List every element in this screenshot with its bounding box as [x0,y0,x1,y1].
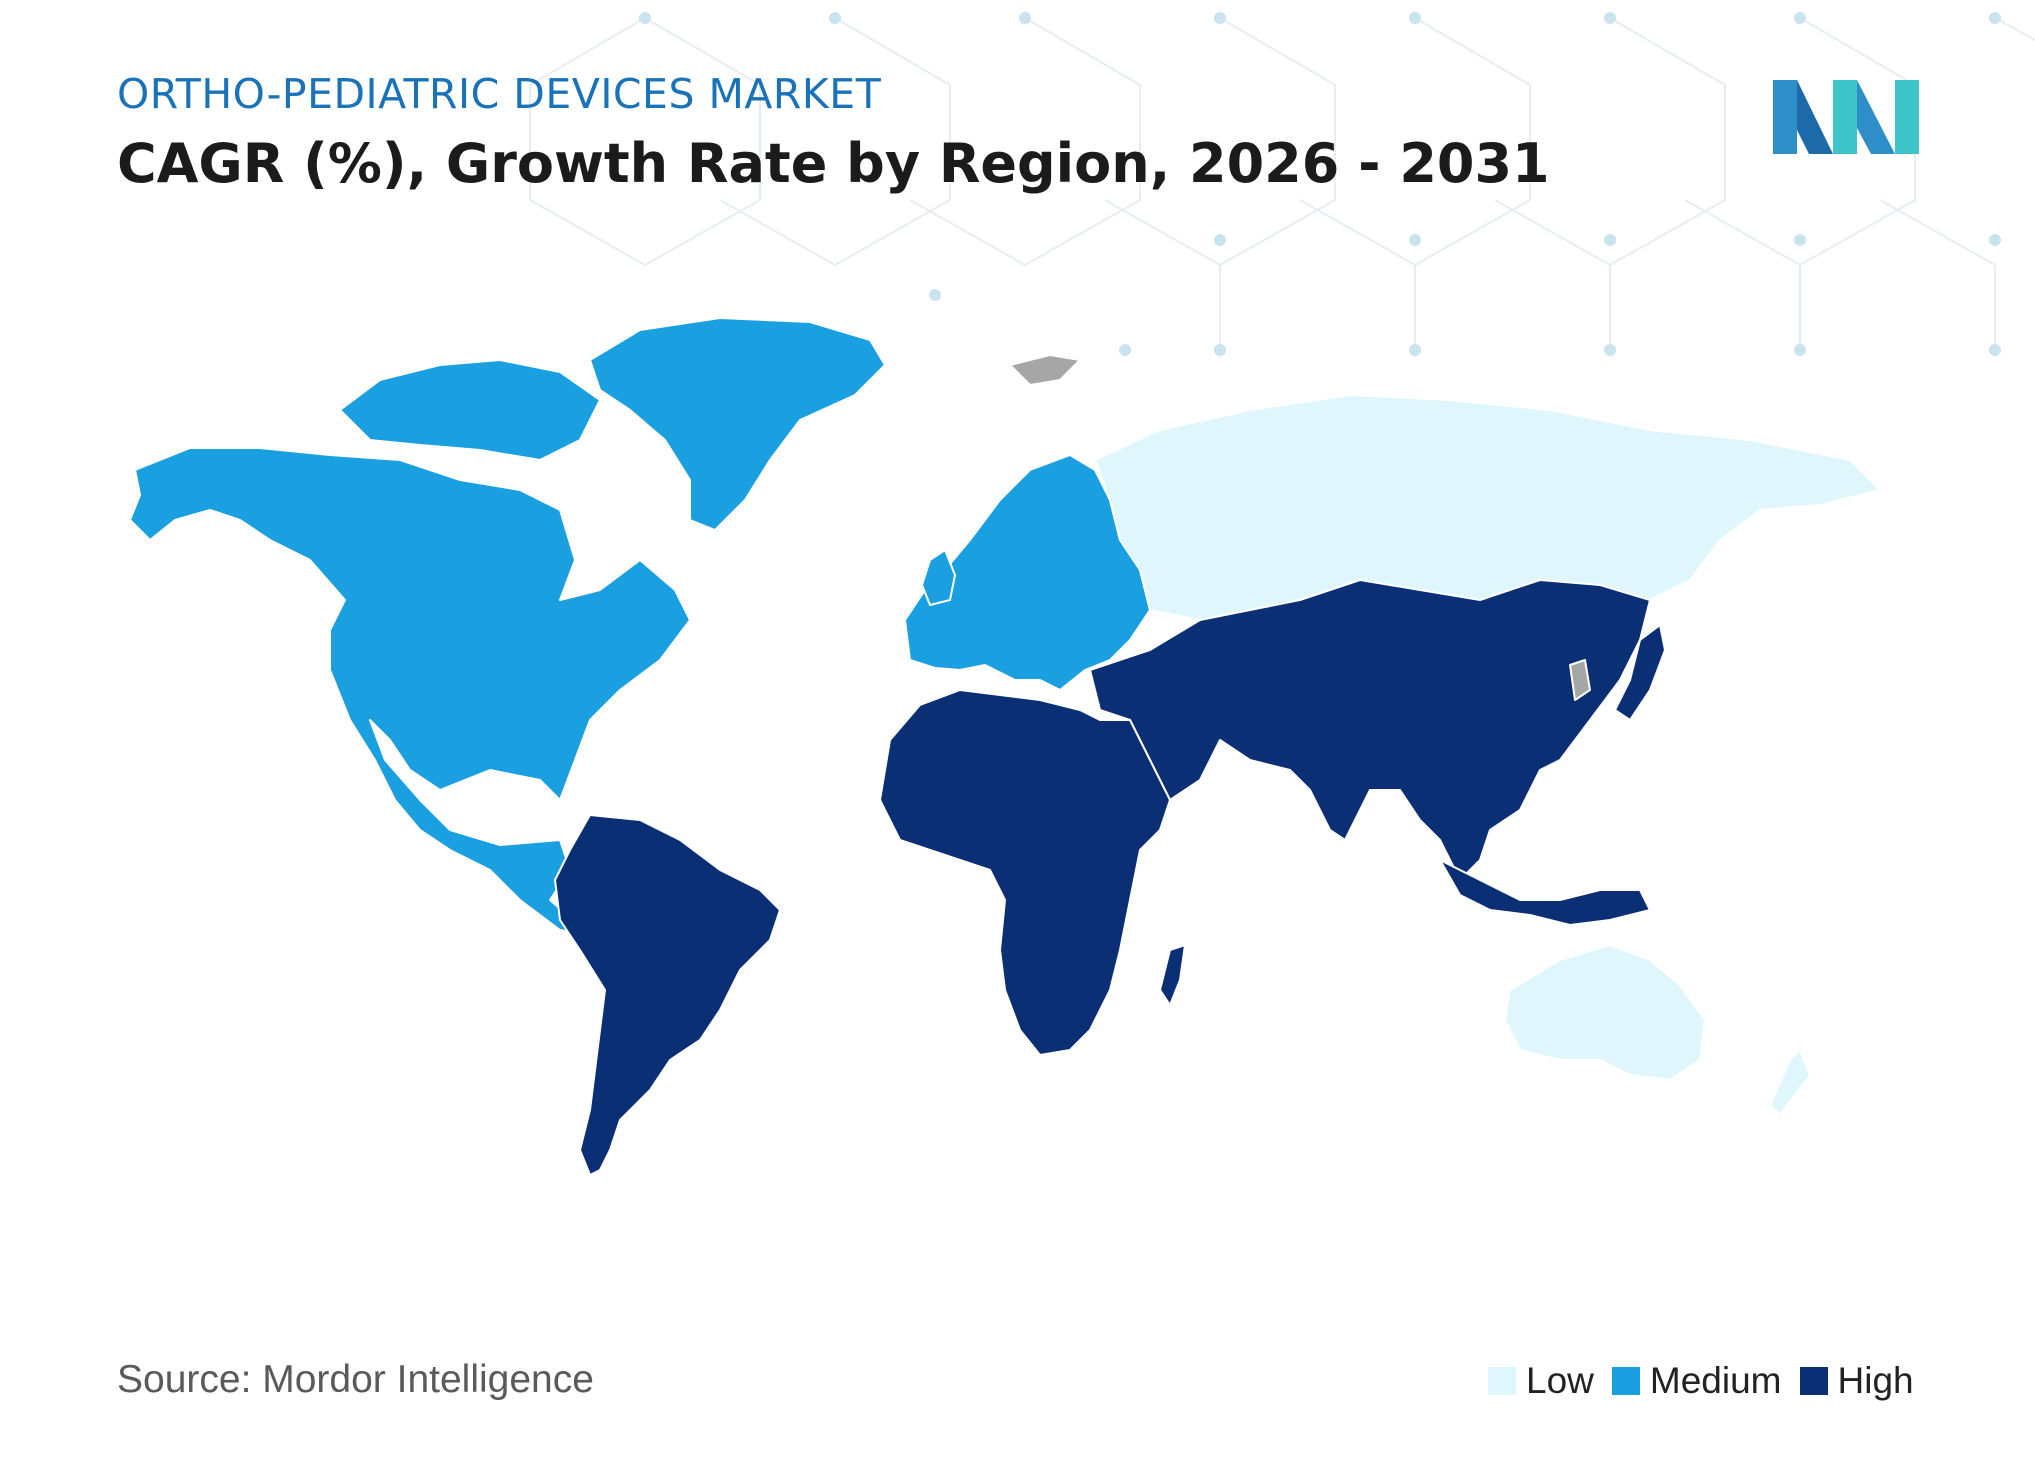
mordor-intelligence-logo-icon [1773,80,1919,154]
region-new-zealand [1769,1049,1811,1116]
legend-swatch-high [1799,1367,1828,1395]
region-arctic-islands [339,359,601,461]
region-north-america [129,447,691,936]
legend-label-low: Low [1526,1360,1594,1401]
region-russia [1094,394,1881,621]
region-korea [1569,659,1591,701]
region-se-asia-islands [1439,859,1651,926]
region-asia [1089,579,1651,881]
legend-swatch-medium [1611,1367,1640,1395]
legend-item-high: High [1799,1360,1914,1402]
region-greenland [589,317,886,531]
legend-label-medium: Medium [1649,1360,1782,1401]
region-japan [1614,624,1666,721]
chart-title: CAGR (%), Growth Rate by Region, 2026 - … [117,132,1550,195]
legend: Low Medium High [1488,1360,1914,1402]
region-africa [879,689,1171,1056]
region-svalbard [1009,354,1081,386]
legend-swatch-low [1488,1367,1516,1395]
legend-label-high: High [1837,1360,1914,1401]
region-australia [1504,944,1706,1081]
region-madagascar [1159,944,1186,1006]
background-network-pattern [529,12,2035,356]
region-south-america [554,814,781,1176]
source-note: Source: Mordor Intelligence [117,1358,594,1401]
legend-item-low: Low [1488,1360,1594,1402]
chart-kicker: ORTHO-PEDIATRIC DEVICES MARKET [117,70,882,118]
legend-item-medium: Medium [1611,1360,1782,1402]
region-uk [921,549,956,606]
chart-header: ORTHO-PEDIATRIC DEVICES MARKET CAGR (%),… [117,70,1550,195]
